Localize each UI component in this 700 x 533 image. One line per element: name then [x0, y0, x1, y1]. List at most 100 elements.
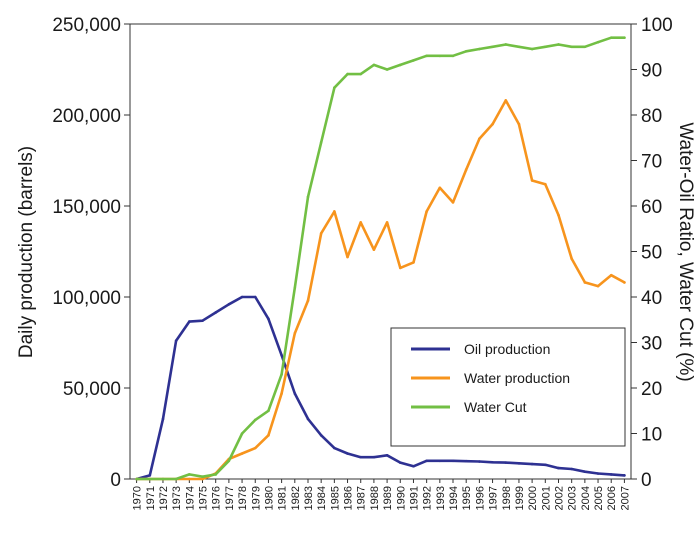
data-point-oil-production [359, 455, 363, 459]
data-point-water-cut [306, 195, 310, 199]
y2-tick-label: 20 [641, 379, 662, 400]
x-tick-label: 1993 [435, 486, 447, 510]
data-point-water-cut [359, 72, 363, 76]
data-point-oil-production [306, 417, 310, 421]
data-point-oil-production [609, 473, 613, 476]
data-point-water-cut [214, 473, 217, 476]
data-point-oil-production [293, 392, 297, 395]
data-point-water-cut [478, 47, 481, 51]
data-point-oil-production [583, 470, 587, 474]
x-tick-label: 1995 [461, 486, 473, 510]
data-point-oil-production [214, 311, 217, 314]
data-point-water-cut [293, 286, 297, 290]
x-tick-label: 1987 [356, 486, 368, 510]
data-point-water-cut [135, 477, 138, 481]
x-tick-label: 2007 [619, 486, 631, 510]
y2-tick-label: 70 [641, 152, 662, 173]
y2-tick-label: 80 [641, 106, 662, 127]
data-point-water-production [570, 257, 573, 261]
data-point-oil-production [504, 461, 508, 464]
data-point-oil-production [240, 295, 244, 299]
data-point-water-cut [544, 45, 547, 49]
data-point-oil-production [412, 464, 415, 468]
data-point-water-cut [346, 72, 349, 76]
data-point-water-cut [267, 409, 270, 413]
y-tick-label: 150,000 [52, 197, 121, 218]
x-tick-label: 1989 [382, 486, 394, 510]
data-point-water-production [280, 392, 283, 395]
x-axis: 1970 1971 1972 1973 1974 1975 1976 1977 1978 1979… [132, 479, 631, 510]
data-point-water-cut [188, 473, 191, 476]
right-axis: 0 10 20 30 40 50 60 70 80 90 100 [631, 15, 673, 491]
data-point-water-production [319, 232, 323, 235]
x-tick-label: 1998 [501, 486, 513, 510]
x-tick-label: 1999 [514, 486, 526, 510]
data-point-water-production [478, 137, 481, 140]
data-point-water-production [412, 261, 415, 264]
data-point-water-production [253, 446, 257, 450]
data-point-water-production [293, 332, 297, 335]
data-point-water-cut [583, 45, 587, 49]
data-point-water-production [623, 281, 626, 284]
x-tick-label: 1983 [303, 486, 315, 510]
data-point-water-cut [425, 54, 428, 58]
data-point-water-cut [596, 40, 600, 44]
x-tick-label: 1988 [369, 486, 381, 510]
data-point-oil-production [517, 462, 521, 465]
data-point-water-production [333, 210, 336, 213]
data-point-water-production [267, 434, 270, 437]
x-tick-label: 1975 [198, 486, 210, 510]
data-point-oil-production [385, 454, 389, 457]
x-tick-label: 1984 [316, 486, 328, 510]
data-point-water-cut [517, 45, 521, 49]
x-tick-label: 2002 [553, 486, 565, 510]
data-point-water-production [240, 452, 244, 455]
data-point-water-cut [280, 373, 283, 376]
data-point-water-cut [240, 432, 244, 435]
data-point-water-production [306, 299, 310, 302]
x-tick-label: 1992 [422, 486, 434, 510]
y2-tick-label: 100 [641, 15, 673, 36]
data-point-water-production [385, 221, 389, 224]
data-point-water-cut [623, 36, 626, 39]
x-tick-label: 1980 [263, 486, 275, 510]
y2-tick-label: 90 [641, 61, 662, 82]
y-axis-title-left: Daily production (barrels) [16, 146, 37, 358]
data-point-water-production [504, 99, 508, 102]
x-tick-label: 1990 [395, 486, 407, 510]
series-line-oil-production [135, 295, 626, 481]
legend-label-water-production: Water production [464, 370, 570, 386]
y2-tick-label: 60 [641, 197, 662, 218]
data-point-water-production [451, 201, 455, 204]
x-tick-label: 1986 [343, 486, 355, 510]
x-tick-label: 1974 [184, 486, 196, 510]
x-tick-label: 2006 [606, 486, 618, 510]
y2-tick-label: 50 [641, 243, 662, 264]
data-point-water-cut [451, 54, 455, 58]
data-point-oil-production [201, 319, 204, 322]
legend: Oil production Water production Water Cu… [390, 327, 626, 447]
data-point-water-cut [609, 36, 613, 39]
data-point-oil-production [425, 459, 428, 463]
data-point-oil-production [557, 466, 560, 470]
y-tick-label: 250,000 [52, 15, 121, 36]
data-point-oil-production [451, 459, 455, 463]
x-tick-label: 1991 [408, 486, 420, 510]
x-tick-label: 1981 [277, 486, 289, 510]
data-point-oil-production [544, 463, 547, 467]
data-point-water-cut [491, 45, 494, 49]
x-tick-label: 2005 [593, 486, 605, 510]
data-point-oil-production [319, 434, 323, 437]
x-tick-label: 1982 [290, 486, 302, 510]
data-point-water-production [491, 122, 494, 126]
data-point-water-production [425, 210, 428, 213]
left-axis: 0 50,000 100,000 150,000 200,000 250,000 [52, 15, 130, 491]
x-tick-label: 2003 [567, 486, 579, 510]
data-point-oil-production [438, 459, 442, 463]
data-point-oil-production [464, 459, 468, 463]
x-tick-label: 2001 [540, 486, 552, 510]
data-point-water-production [557, 213, 560, 217]
data-point-water-production [372, 248, 376, 251]
x-tick-label: 1994 [448, 486, 460, 510]
